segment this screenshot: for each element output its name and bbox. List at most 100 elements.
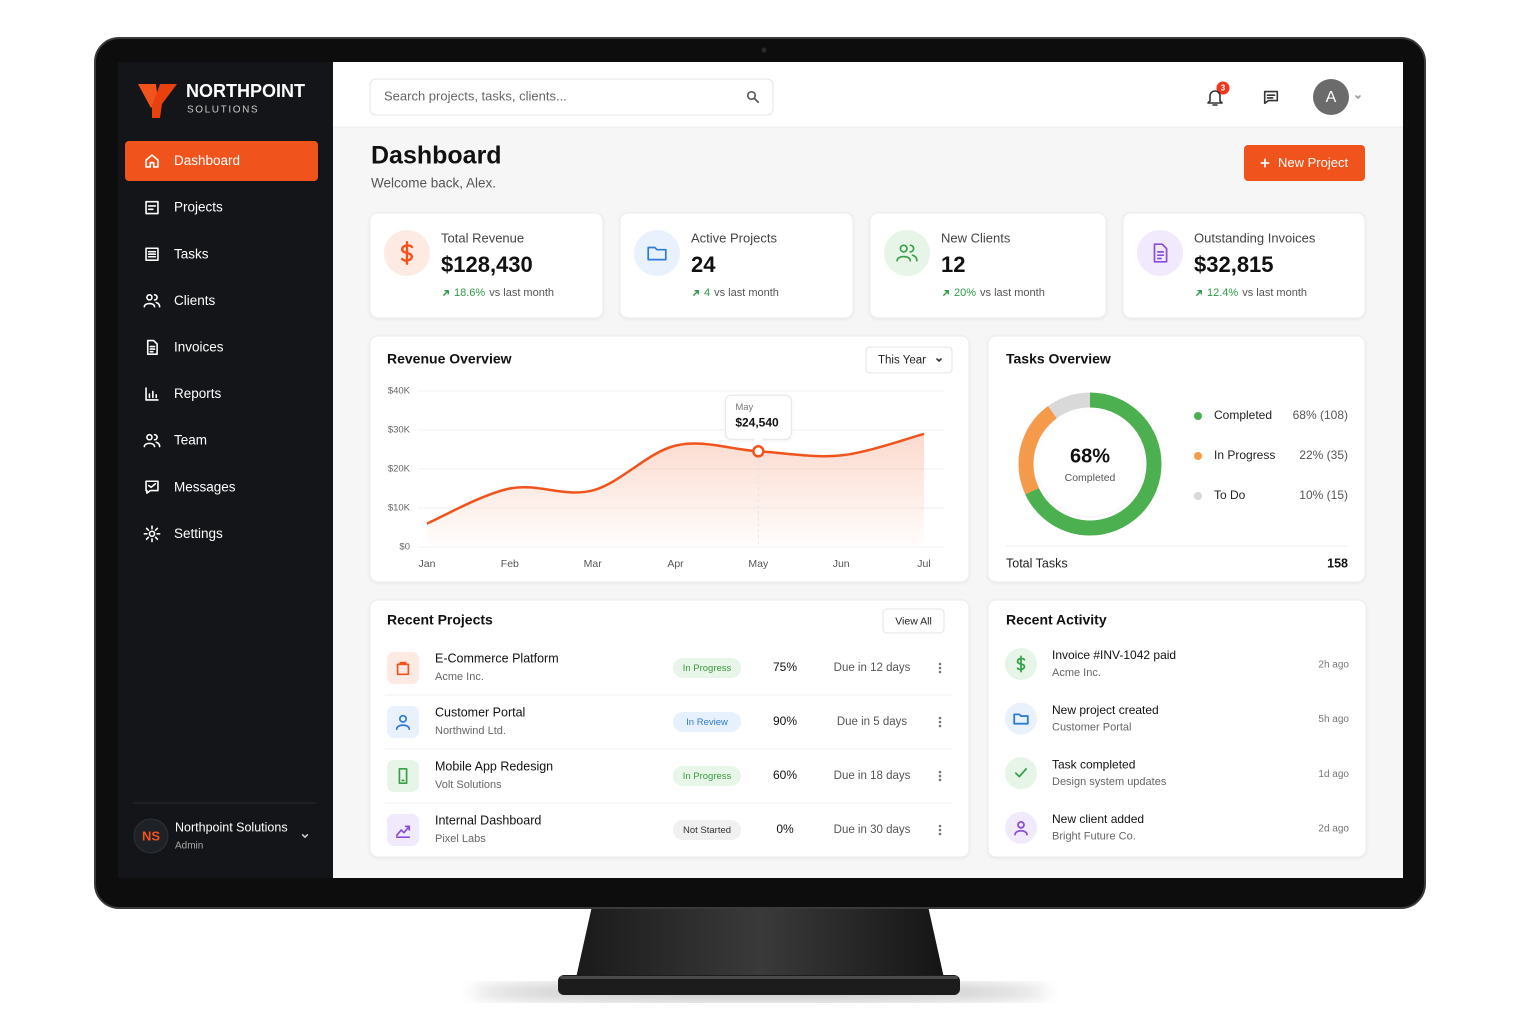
tooltip-value: $24,540 (735, 415, 779, 429)
icon-home (146, 155, 158, 167)
icon-bell (1208, 91, 1222, 105)
project-name[interactable]: Mobile App Redesign (435, 759, 553, 773)
search-placeholder: Search projects, tasks, clients... (384, 88, 567, 103)
view-all-button[interactable] (882, 608, 945, 634)
stat-value: $32,815 (1194, 252, 1274, 277)
activity-title: Task completed (1052, 757, 1135, 771)
activity-card (987, 599, 1367, 858)
row-menu-dot[interactable] (938, 724, 942, 728)
monitor-base (558, 975, 960, 995)
stat-card (1122, 212, 1366, 319)
activity-icon-bg (1005, 757, 1037, 790)
page-subtitle: Welcome back, Alex. (371, 176, 496, 191)
row-menu-dot[interactable] (938, 832, 942, 836)
avatar[interactable] (1313, 79, 1349, 115)
project-due: Due in 5 days (837, 716, 908, 728)
new-project-label: New Project (1278, 155, 1348, 170)
new-project-button[interactable] (1244, 145, 1365, 181)
project-name[interactable]: E-Commerce Platform (435, 651, 559, 665)
icon-arrow (1197, 291, 1202, 296)
activity-time: 2d ago (1318, 823, 1349, 834)
project-icon-bg (387, 760, 419, 792)
search-box[interactable] (369, 78, 774, 116)
row-menu-dot[interactable] (938, 666, 942, 670)
sidebar (118, 62, 333, 878)
nav-item[interactable]: Messages (174, 479, 236, 494)
donut-segment (1018, 392, 1162, 536)
camera (761, 47, 767, 53)
row-menu-dot[interactable] (938, 774, 942, 778)
total-label: Total Tasks (1006, 556, 1068, 570)
legend-dot (1194, 492, 1202, 500)
row-menu-dot[interactable] (938, 662, 942, 666)
row-menu-dot[interactable] (938, 720, 942, 724)
stat-change-value: 4 (704, 287, 710, 299)
stat-value: 24 (691, 252, 716, 277)
x-tick-label: Feb (501, 558, 519, 570)
nav-item[interactable]: Settings (174, 526, 223, 541)
icon-doc (148, 341, 157, 355)
icon-chevron (937, 359, 941, 361)
status-label: In Progress (683, 771, 732, 782)
row-menu-dot[interactable] (938, 716, 942, 720)
donut-center-text: Completed (1065, 472, 1116, 484)
stat-change: 4 vs last month (704, 287, 779, 299)
activity-subtitle: Bright Future Co. (1052, 831, 1136, 843)
user-avatar[interactable] (133, 818, 169, 854)
nav-item[interactable]: Team (174, 433, 207, 448)
y-tick-label: $0 (399, 542, 410, 553)
stat-change: 12.4% vs last month (1207, 287, 1307, 299)
status-pill (673, 766, 741, 786)
project-progress: 0% (776, 822, 794, 836)
project-progress: 60% (773, 768, 797, 782)
stat-label: New Clients (941, 230, 1011, 245)
legend-label: To Do (1214, 488, 1246, 502)
row-menu-dot[interactable] (938, 824, 942, 828)
nav-item[interactable]: Projects (174, 200, 223, 215)
icon-folder (1014, 714, 1028, 723)
projects-card (369, 599, 970, 858)
activity-title: New project created (1052, 703, 1159, 717)
stat-label: Outstanding Invoices (1194, 230, 1316, 245)
nav-item[interactable]: Tasks (174, 246, 209, 261)
icon-users (144, 295, 159, 307)
nav-item[interactable]: Reports (174, 386, 222, 401)
stat-change-note: vs last month (1242, 287, 1307, 299)
row-menu-dot[interactable] (938, 828, 942, 832)
project-client: Pixel Labs (435, 833, 486, 845)
row-menu-dot[interactable] (938, 770, 942, 774)
nav-item[interactable]: Clients (174, 293, 216, 308)
icon-folder (648, 248, 666, 260)
icon-plus (1261, 159, 1268, 166)
chart-title: Revenue Overview (387, 351, 512, 367)
stat-card (619, 212, 854, 319)
project-progress: 75% (773, 660, 797, 674)
stat-card (369, 212, 604, 319)
project-name[interactable]: Internal Dashboard (435, 813, 541, 827)
nav-active (125, 141, 318, 181)
activity-subtitle: Customer Portal (1052, 722, 1131, 734)
row-menu-dot[interactable] (938, 778, 942, 782)
activity-title: New client added (1052, 812, 1144, 826)
period-select[interactable] (865, 346, 953, 374)
avatar-letter: A (1326, 89, 1337, 106)
user-name[interactable]: Northpoint Solutions (175, 820, 288, 834)
activity-time: 5h ago (1318, 714, 1349, 725)
x-tick-label: Mar (584, 558, 603, 570)
project-name[interactable]: Customer Portal (435, 705, 525, 719)
stat-icon-bg (634, 230, 680, 276)
nav-item[interactable]: Invoices (174, 339, 224, 354)
x-tick-label: Jul (917, 558, 930, 570)
x-tick-label: Apr (667, 558, 684, 570)
x-tick-label: Jun (833, 558, 850, 570)
icon-chevron (1356, 96, 1360, 98)
stat-change-note: vs last month (489, 287, 554, 299)
legend-dot (1194, 412, 1202, 420)
nav-item[interactable]: Dashboard (174, 153, 240, 168)
icon-doc (1155, 244, 1167, 262)
x-tick-label: Jan (419, 558, 436, 570)
status-pill (673, 820, 741, 840)
chart-title: Tasks Overview (1006, 351, 1111, 367)
row-menu-dot[interactable] (938, 670, 942, 674)
